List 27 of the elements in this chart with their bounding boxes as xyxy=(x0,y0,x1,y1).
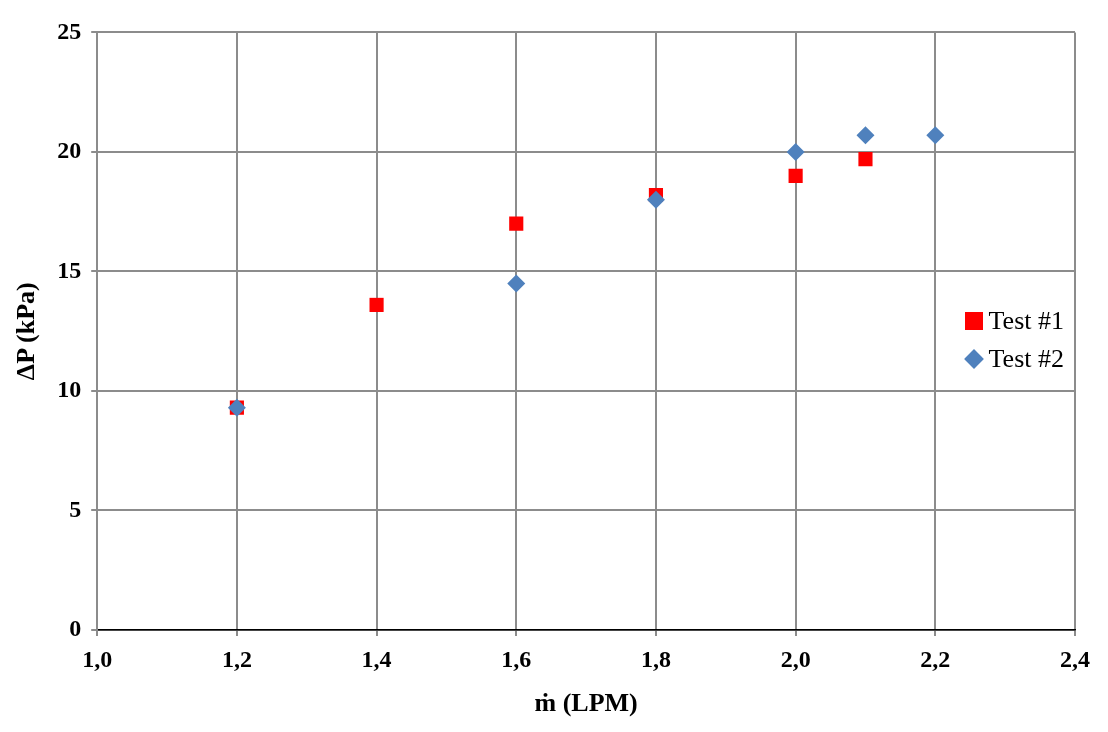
point xyxy=(926,126,945,145)
x-tick-label: 2,4 xyxy=(1060,645,1090,672)
point xyxy=(646,190,665,209)
x-tick-label: 2,2 xyxy=(920,645,951,672)
point xyxy=(856,126,875,145)
x-tick-label: 1,4 xyxy=(361,645,392,672)
y-tick-label: 5 xyxy=(69,495,82,522)
point xyxy=(507,274,526,293)
x-tick-label: 1,8 xyxy=(640,645,671,672)
legend-label: Test #2 xyxy=(988,344,1064,374)
y-axis-title: ΔP (kPa) xyxy=(11,282,41,381)
y-tick-label: 0 xyxy=(69,615,82,642)
y-tick-label: 10 xyxy=(57,376,82,403)
point xyxy=(509,216,524,231)
x-axis-title: ṁ (LPM) xyxy=(534,688,638,718)
point xyxy=(788,168,803,183)
point xyxy=(369,297,384,312)
x-tick-label: 2,0 xyxy=(780,645,811,672)
legend-label: Test #1 xyxy=(988,306,1064,336)
x-tick-label: 1,0 xyxy=(82,645,113,672)
x-tick-label: 1,6 xyxy=(501,645,532,672)
point xyxy=(858,152,873,167)
y-tick-label: 25 xyxy=(57,17,82,44)
x-tick-label: 1,2 xyxy=(221,645,252,672)
y-tick-label: 15 xyxy=(57,256,82,283)
y-tick-label: 20 xyxy=(57,137,82,164)
point xyxy=(786,142,805,161)
